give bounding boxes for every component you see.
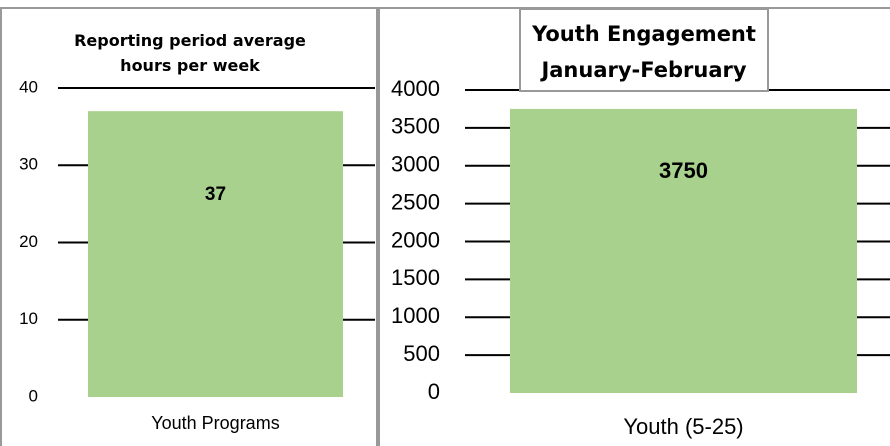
bar xyxy=(88,111,343,398)
y-tick-label: 500 xyxy=(403,341,440,366)
data-label: 37 xyxy=(205,184,226,205)
y-tick-label: 30 xyxy=(19,155,38,174)
y-tick-label: 0 xyxy=(428,379,440,404)
y-tick-label: 1000 xyxy=(391,303,440,328)
x-tick-label: Youth (5-25) xyxy=(623,414,743,439)
x-tick-label: Youth Programs xyxy=(151,413,279,433)
chart-title: Reporting period average hours per week xyxy=(74,31,306,75)
data-label: 3750 xyxy=(659,158,708,183)
y-tick-label: 0 xyxy=(29,386,38,405)
y-tick-label: 4000 xyxy=(391,76,440,101)
chart-panel: 0 500 1000 1500 2000 2500 3000 3500 4000 3750 Yout… xyxy=(378,0,890,446)
y-tick-label: 10 xyxy=(19,309,38,328)
panel-border xyxy=(0,7,378,446)
y-tick-label: 3500 xyxy=(391,114,440,139)
y-tick-label: 3000 xyxy=(391,152,440,177)
chart: 0 10 20 30 40 37 Youth Programs xyxy=(0,7,378,446)
y-tick-label: 2000 xyxy=(391,227,440,252)
chart-title: Youth Engagement January-February xyxy=(519,8,769,92)
bar xyxy=(510,108,857,393)
y-tick-label: 1500 xyxy=(391,265,440,290)
y-tick-label: 2500 xyxy=(391,189,440,214)
chart: 0 500 1000 1500 2000 2500 3000 3500 4000 3750 Yout… xyxy=(378,7,890,446)
y-tick-label: 40 xyxy=(19,77,38,96)
y-tick-label: 20 xyxy=(19,232,38,251)
chart-panel: 0 10 20 30 40 37 Youth Programs Reporting peri… xyxy=(0,0,378,446)
